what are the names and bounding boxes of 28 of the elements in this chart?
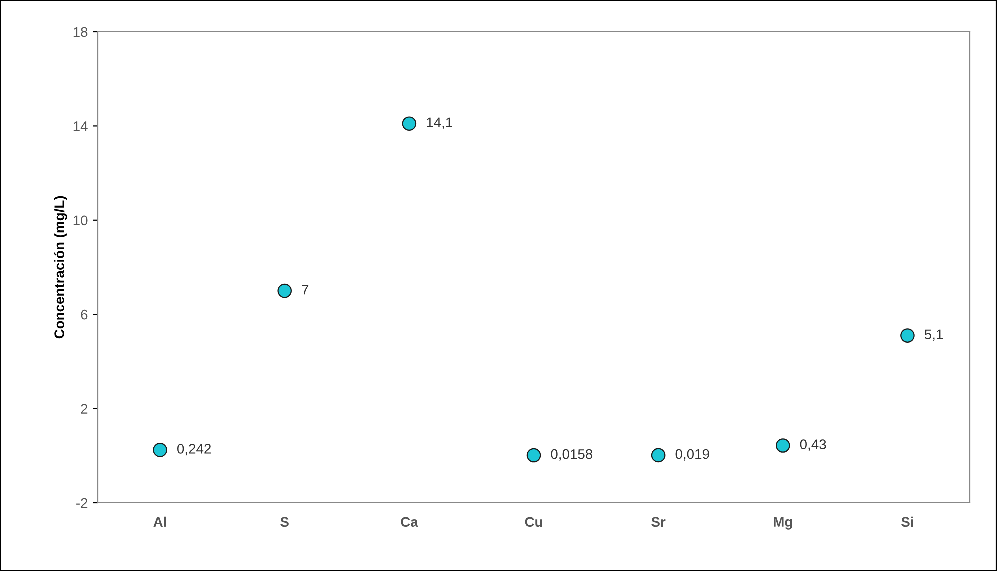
x-tick-label: Ca [401,517,418,528]
x-tick-label: Sr [652,517,666,528]
x-tick-label: Si [902,516,914,528]
data-label: 14,1 [427,118,452,130]
y-tick-label: 6 [81,310,88,320]
point [900,328,915,343]
point [402,116,417,131]
y-tick-label: 10 [74,216,88,226]
point [651,448,666,463]
y-axis-title: Concentración (mg/L) [54,196,68,339]
x-tick-label: S [280,517,289,528]
data-label: 7 [302,285,309,295]
y-tick-label: 2 [81,404,88,414]
data-label: 0,43 [800,440,826,452]
x-tick-label: Cu [525,517,542,528]
data-label: 0,242 [177,444,212,456]
y-tick-label: -2 [76,498,88,508]
data-label: 5,1 [924,330,944,342]
y-tick-label: 14 [74,122,88,132]
x-tick-label: Mg [774,517,792,530]
data-label: 0,0158 [551,449,593,461]
y-tick-label: 18 [74,27,88,38]
point [278,284,292,298]
point [153,443,168,458]
data-label: 0,019 [676,449,710,461]
x-tick-label: Al [154,516,166,527]
point [776,438,790,453]
point [526,448,542,463]
